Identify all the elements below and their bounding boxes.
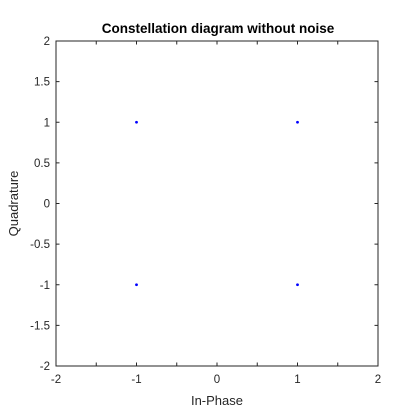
- y-tick-label: -0.5: [30, 239, 50, 251]
- constellation-point: [135, 120, 138, 124]
- y-tick-label: 0: [44, 199, 50, 211]
- constellation-point: [135, 283, 138, 287]
- x-tick-label: 2: [375, 374, 381, 386]
- x-axis-label: In-Phase: [191, 393, 243, 408]
- y-tick-label: -1.5: [30, 320, 50, 332]
- constellation-point: [296, 120, 299, 124]
- y-tick-label: -2: [40, 361, 50, 373]
- x-axis-ticks: -2 -1 0 1 2: [51, 41, 381, 386]
- y-tick-label: 1: [44, 117, 50, 129]
- x-tick-label: -2: [51, 374, 61, 386]
- y-tick-label: 2: [44, 36, 50, 48]
- y-tick-label: 0.5: [34, 158, 50, 170]
- data-points: [135, 120, 299, 287]
- constellation-point: [296, 283, 299, 287]
- plot-area: [55, 40, 379, 367]
- x-tick-label: 1: [294, 374, 300, 386]
- chart-title: Constellation diagram without noise: [102, 21, 335, 36]
- y-tick-label: -1: [40, 280, 50, 292]
- y-axis-label: Quadrature: [6, 171, 21, 237]
- x-tick-label: 0: [214, 374, 220, 386]
- y-axis-ticks: -2 -1.5 -1 -0.5 0 0.5 1 1.5 2: [30, 36, 378, 373]
- y-tick-label: 1.5: [34, 77, 50, 89]
- x-tick-label: -1: [131, 374, 141, 386]
